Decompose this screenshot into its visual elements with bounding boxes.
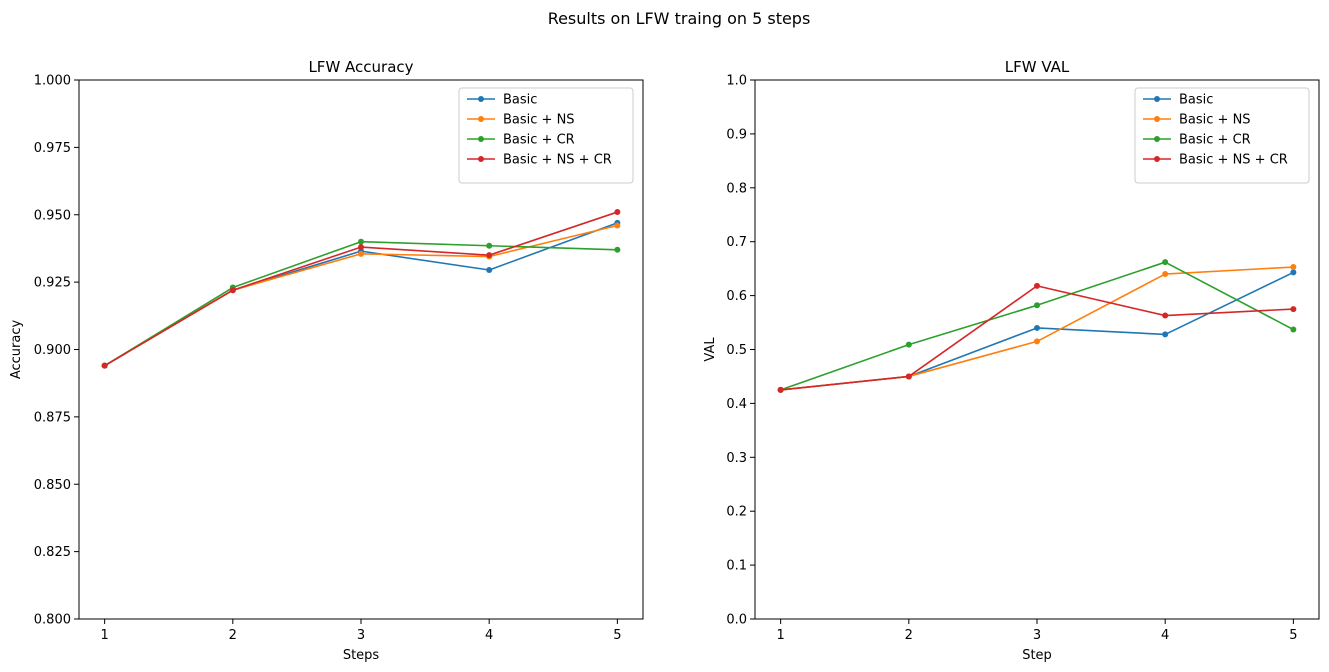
val-series-0-point bbox=[1162, 331, 1169, 338]
accuracy-series-1-point bbox=[358, 250, 364, 257]
val-legend-entry: Basic + NS + CR bbox=[1179, 153, 1288, 168]
accuracy-x-axis-label: Steps bbox=[343, 648, 380, 663]
accuracy-chart-panel: LFW Accuracy 1 2 3 4 5 0.800 0.825 0.850 0.875 0.9… bbox=[9, 58, 644, 663]
val-y-tick-label: 0.9 bbox=[726, 127, 747, 142]
figure-suptitle: Results on LFW traing on 5 steps bbox=[548, 9, 811, 28]
val-series-0-point bbox=[1034, 324, 1040, 331]
val-y-tick-label: 1.0 bbox=[726, 74, 747, 89]
accuracy-series-3-point bbox=[614, 209, 621, 216]
val-series-2-point bbox=[1290, 326, 1297, 333]
val-chart-title: LFW VAL bbox=[1005, 58, 1070, 76]
val-series-3-point bbox=[1162, 312, 1169, 319]
val-legend-swatch-marker bbox=[1154, 96, 1160, 102]
val-x-tick-label: 2 bbox=[905, 628, 913, 643]
val-x-tick-label: 5 bbox=[1289, 628, 1297, 643]
val-series-2-point bbox=[905, 341, 912, 348]
accuracy-x-tick-label: 2 bbox=[229, 628, 237, 643]
val-series-2-point bbox=[1162, 259, 1169, 266]
accuracy-x-tick-label: 5 bbox=[613, 628, 621, 643]
val-x-tick-label: 4 bbox=[1161, 628, 1169, 643]
accuracy-series-2-point bbox=[486, 242, 493, 249]
val-y-tick-label: 0.6 bbox=[726, 289, 747, 304]
accuracy-y-tick-label: 0.900 bbox=[34, 343, 71, 358]
accuracy-y-tick-label: 0.800 bbox=[34, 613, 71, 628]
val-legend-swatch-marker bbox=[1154, 136, 1160, 142]
accuracy-legend-swatch-marker bbox=[478, 96, 484, 102]
val-legend-entry: Basic bbox=[1179, 93, 1213, 108]
val-x-tick-label: 3 bbox=[1033, 628, 1041, 643]
accuracy-legend-swatch-marker bbox=[478, 136, 484, 142]
val-series-3-point bbox=[777, 386, 784, 393]
val-y-tick-label: 0.3 bbox=[726, 451, 747, 466]
accuracy-y-axis-label: Accuracy bbox=[9, 320, 24, 380]
accuracy-axes-frame bbox=[78, 79, 644, 620]
accuracy-legend-entry: Basic + NS bbox=[503, 113, 575, 128]
accuracy-y-tick-label: 0.950 bbox=[34, 208, 71, 223]
val-series-1-point bbox=[1290, 264, 1297, 271]
accuracy-y-tick-label: 0.925 bbox=[34, 276, 71, 291]
val-y-tick-label: 0.1 bbox=[726, 559, 747, 574]
accuracy-y-tick-label: 0.850 bbox=[34, 478, 71, 493]
accuracy-series-2-point bbox=[358, 238, 364, 245]
accuracy-series-2-point bbox=[614, 246, 621, 253]
val-x-axis-label: Step bbox=[1022, 648, 1052, 663]
accuracy-y-tick-label: 0.975 bbox=[34, 141, 71, 156]
val-series-2-point bbox=[1034, 302, 1040, 309]
val-legend-entry: Basic + NS bbox=[1179, 113, 1251, 128]
accuracy-y-tick-label: 0.875 bbox=[34, 410, 71, 425]
val-y-tick-label: 0.4 bbox=[726, 397, 747, 412]
val-y-tick-label: 0.8 bbox=[726, 181, 747, 196]
accuracy-series-0-point bbox=[486, 266, 493, 273]
val-legend: Basic Basic + NS Basic + CR Basic + NS + CR bbox=[1134, 87, 1310, 184]
val-axes-frame bbox=[754, 79, 1320, 620]
accuracy-series-3-point bbox=[358, 244, 364, 251]
accuracy-series-3-point bbox=[486, 252, 493, 259]
accuracy-legend-entry: Basic + CR bbox=[503, 133, 575, 148]
val-y-tick-label: 0.7 bbox=[726, 235, 747, 250]
accuracy-x-tick-label: 3 bbox=[357, 628, 365, 643]
val-y-axis-label: VAL bbox=[703, 337, 718, 362]
val-legend-box bbox=[1134, 87, 1310, 184]
accuracy-series-3-point bbox=[101, 362, 108, 369]
accuracy-chart-title: LFW Accuracy bbox=[308, 58, 413, 76]
accuracy-series-3-point bbox=[229, 287, 236, 294]
accuracy-y-tick-label: 0.825 bbox=[34, 545, 71, 560]
val-series-1-point bbox=[1034, 338, 1040, 345]
accuracy-legend-entry: Basic + NS + CR bbox=[503, 153, 612, 168]
accuracy-y-tick-label: 1.000 bbox=[34, 74, 71, 89]
accuracy-x-tick-label: 1 bbox=[100, 628, 108, 643]
val-legend-swatch-marker bbox=[1154, 116, 1160, 122]
accuracy-series-1-point bbox=[614, 222, 621, 229]
val-x-tick-label: 1 bbox=[776, 628, 784, 643]
val-chart-panel: LFW VAL 1 2 3 4 5 0.0 0.1 0.2 0.3 0.4 0.5 0.6 0.7 0.8 0… bbox=[703, 58, 1320, 663]
val-series-3-point bbox=[905, 373, 912, 380]
accuracy-legend-swatch-marker bbox=[478, 116, 484, 122]
accuracy-legend: Basic Basic + NS Basic + CR Basic + NS + CR bbox=[458, 87, 634, 184]
val-series-1-point bbox=[1162, 271, 1169, 278]
accuracy-legend-entry: Basic bbox=[503, 93, 537, 108]
val-legend-swatch-marker bbox=[1154, 156, 1160, 162]
val-y-tick-label: 0.5 bbox=[726, 343, 747, 358]
accuracy-legend-swatch-marker bbox=[478, 156, 484, 162]
val-series-0-point bbox=[1290, 269, 1297, 276]
val-y-tick-label: 0.2 bbox=[726, 505, 747, 520]
val-y-tick-label: 0.0 bbox=[726, 613, 747, 628]
accuracy-legend-box bbox=[458, 87, 634, 184]
val-legend-entry: Basic + CR bbox=[1179, 133, 1251, 148]
accuracy-x-tick-label: 4 bbox=[485, 628, 493, 643]
val-series-3-point bbox=[1034, 282, 1040, 289]
val-series-3-point bbox=[1290, 306, 1297, 313]
